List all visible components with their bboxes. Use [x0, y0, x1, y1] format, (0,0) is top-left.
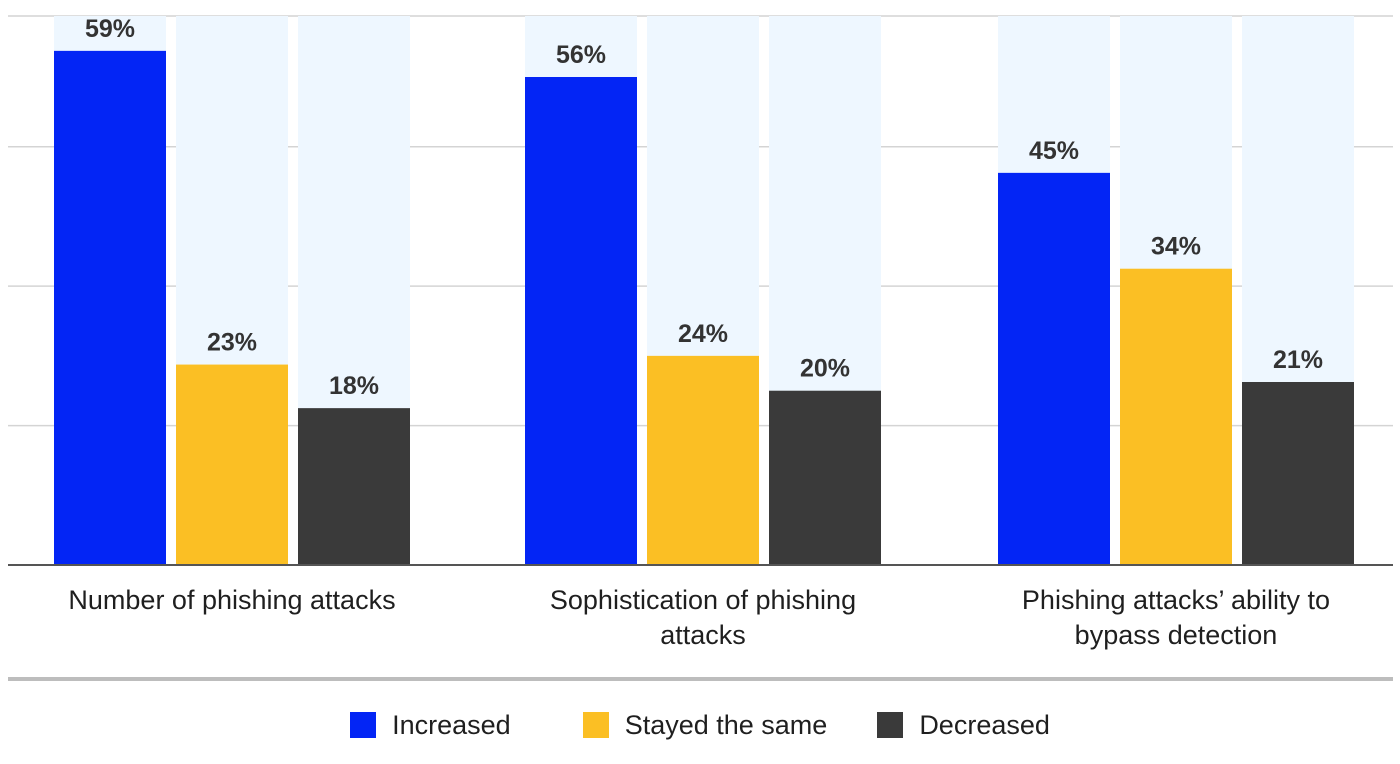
data-label-increased-1: 59% [85, 15, 135, 43]
legend-label-increased: Increased [392, 709, 511, 740]
legend-swatch-increased [350, 712, 377, 738]
bar-increased-1 [54, 50, 166, 566]
data-label-decreased-2: 20% [800, 355, 850, 383]
data-label-increased-3: 45% [1029, 137, 1079, 165]
data-label-decreased-1: 18% [329, 372, 379, 400]
bar-decreased-2 [769, 390, 881, 565]
bar-decreased-3 [1242, 382, 1354, 565]
bar-stayed-the-same-3 [1120, 268, 1232, 565]
legend-label-stayed-the-same: Stayed the same [624, 709, 828, 740]
bar-increased-2 [525, 77, 637, 565]
legend-label-decreased: Decreased [919, 709, 1050, 740]
legend-item-increased: Increased [350, 710, 511, 741]
data-label-increased-2: 56% [556, 41, 606, 69]
bar-increased-3 [998, 172, 1110, 565]
legend: Increased Stayed the same Decreased [0, 700, 1400, 750]
category-label-2-line-1: Sophistication of phishing [550, 585, 856, 615]
category-label-1-line-1: Number of phishing attacks [68, 585, 395, 615]
legend-swatch-stayed-the-same [582, 712, 609, 738]
data-label-stayed-the-same-1: 23% [207, 329, 257, 357]
bar-decreased-1 [298, 408, 410, 565]
data-label-decreased-3: 21% [1273, 346, 1323, 374]
bar-stayed-the-same-1 [176, 364, 288, 565]
category-label-3-line-2: bypass detection [1075, 620, 1278, 650]
legend-separator [8, 677, 1393, 681]
data-label-stayed-the-same-2: 24% [678, 320, 728, 348]
legend-item-decreased: Decreased [877, 710, 1050, 741]
legend-swatch-decreased [877, 712, 904, 738]
category-label-2-line-2: attacks [660, 620, 746, 650]
bar-stayed-the-same-2 [647, 355, 759, 565]
data-label-stayed-the-same-3: 34% [1151, 233, 1201, 261]
category-label-3-line-1: Phishing attacks’ ability to [1022, 585, 1330, 615]
legend-item-stayed-the-same: Stayed the same [582, 709, 828, 741]
